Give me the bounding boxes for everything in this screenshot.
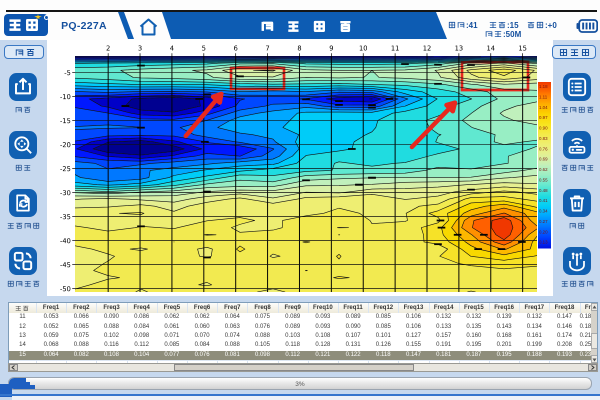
svg-text:0.69: 0.69 bbox=[539, 157, 548, 162]
svg-text:0.76: 0.76 bbox=[539, 146, 548, 151]
svg-text:0.48: 0.48 bbox=[539, 188, 548, 193]
svg-text:1.04: 1.04 bbox=[539, 105, 548, 110]
svg-text:0.90: 0.90 bbox=[539, 126, 548, 131]
svg-text:0.20: 0.20 bbox=[539, 229, 548, 234]
svg-text:0.13: 0.13 bbox=[539, 240, 548, 245]
svg-text:0.41: 0.41 bbox=[539, 198, 548, 203]
svg-text:0.34: 0.34 bbox=[539, 209, 548, 214]
svg-text:1.11: 1.11 bbox=[539, 94, 548, 99]
svg-text:0.97: 0.97 bbox=[539, 115, 548, 120]
svg-text:1.18: 1.18 bbox=[539, 84, 548, 89]
svg-text:0.55: 0.55 bbox=[539, 177, 548, 182]
svg-text:0.83: 0.83 bbox=[539, 136, 548, 141]
svg-text:0.62: 0.62 bbox=[539, 167, 548, 172]
svg-text:0.27: 0.27 bbox=[539, 219, 548, 224]
